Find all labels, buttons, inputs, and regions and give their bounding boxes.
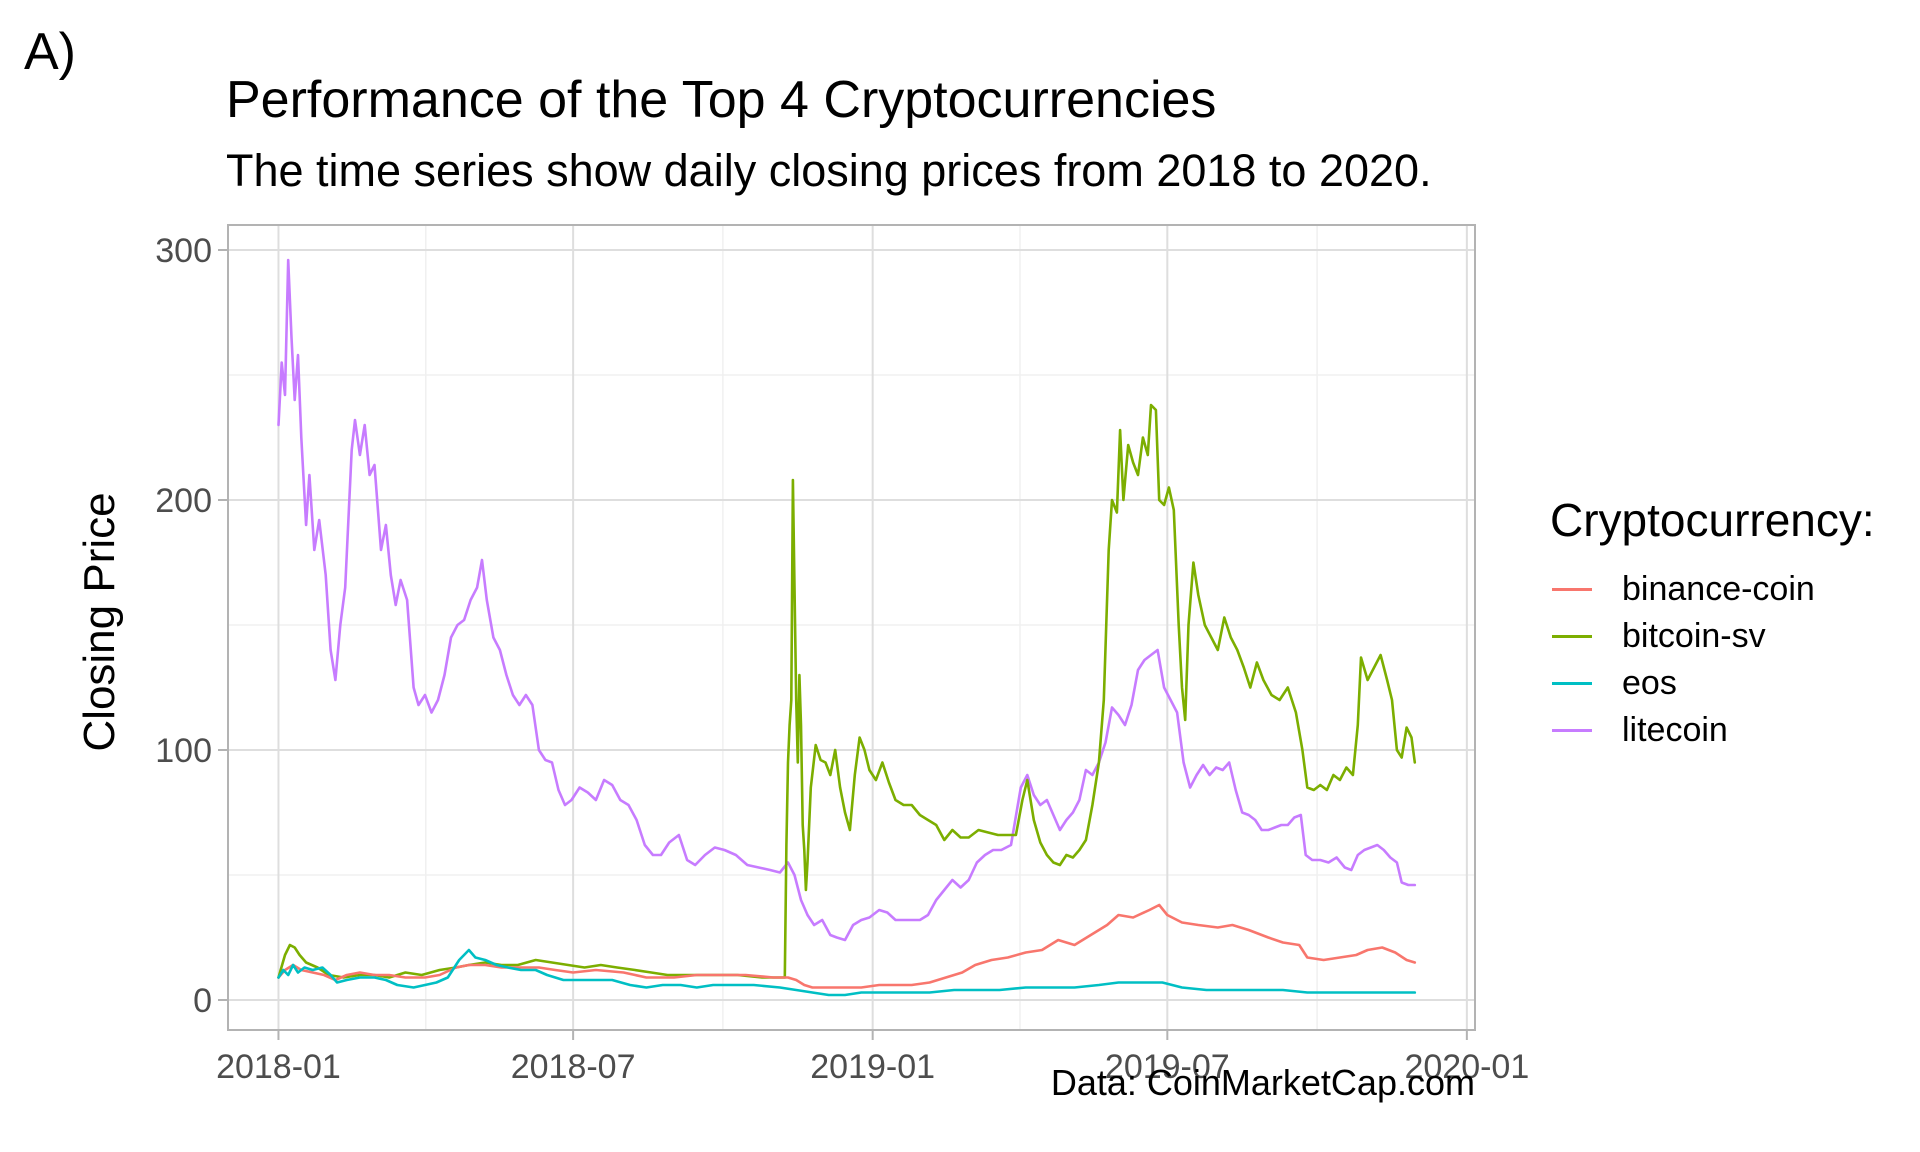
axis-ticks bbox=[218, 249, 1468, 1040]
legend-label: bitcoin-sv bbox=[1622, 616, 1766, 655]
x-tick-label: 2018-01 bbox=[216, 1048, 341, 1086]
legend-key-eos bbox=[1552, 681, 1592, 685]
major-gridlines bbox=[228, 225, 1475, 1030]
series-lines bbox=[277, 258, 1417, 997]
panel-border bbox=[227, 224, 1476, 1031]
chart-title: Performance of the Top 4 Cryptocurrencie… bbox=[226, 71, 1217, 129]
legend-key-litecoin bbox=[1552, 728, 1592, 732]
y-tick-label: 200 bbox=[155, 482, 212, 520]
legend-item-eos: eos bbox=[1552, 660, 1677, 706]
series-line-litecoin bbox=[277, 258, 1417, 942]
series-line-eos bbox=[277, 948, 1417, 997]
legend-item-bitcoin-sv: bitcoin-sv bbox=[1552, 613, 1766, 659]
legend-item-litecoin: litecoin bbox=[1552, 707, 1728, 753]
chart-subtitle: The time series show daily closing price… bbox=[226, 145, 1432, 196]
legend-key-bitcoin-sv bbox=[1552, 634, 1592, 638]
x-tick-label: 2019-01 bbox=[810, 1048, 935, 1086]
legend-label: binance-coin bbox=[1622, 569, 1815, 608]
legend-label: litecoin bbox=[1622, 710, 1728, 749]
series-line-bitcoin-sv bbox=[277, 403, 1417, 979]
chart-caption: Data: CoinMarketCap.com bbox=[1050, 1062, 1475, 1103]
legend-key-binance-coin bbox=[1552, 587, 1592, 591]
minor-gridlines bbox=[228, 225, 1475, 1030]
legend-label: eos bbox=[1622, 663, 1677, 702]
y-tick-label: 300 bbox=[155, 232, 212, 270]
axis-tick-labels: 0 100 200 300 2018-01 2018-07 2019-01 2019-07 20… bbox=[155, 232, 1529, 1086]
y-tick-label: 100 bbox=[155, 732, 212, 770]
y-tick-label: 0 bbox=[193, 982, 212, 1020]
series-line-binance-coin bbox=[277, 903, 1417, 989]
legend-title: Cryptocurrency: bbox=[1550, 494, 1875, 546]
x-tick-label: 2018-07 bbox=[511, 1048, 636, 1086]
x-tick-label: 2019-07 bbox=[1105, 1048, 1230, 1086]
panel-label: A) bbox=[24, 23, 76, 81]
legend-item-binance-coin: binance-coin bbox=[1552, 566, 1815, 612]
x-tick-label: 2020-01 bbox=[1404, 1048, 1529, 1086]
